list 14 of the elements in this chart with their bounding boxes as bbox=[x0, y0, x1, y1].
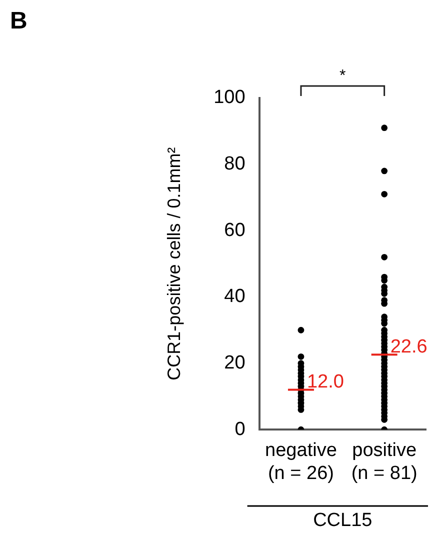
y-tick-label: 60 bbox=[224, 220, 246, 241]
y-tick-label: 20 bbox=[224, 352, 246, 374]
y-tick-label: 100 bbox=[214, 87, 246, 108]
y-tick-label: 0 bbox=[234, 418, 246, 440]
x-axis-title: CCL15 bbox=[313, 510, 372, 531]
text: B bbox=[10, 8, 28, 35]
x-tick-label: negative (n = 26) bbox=[265, 440, 337, 484]
y-axis-title: CCR1-positive cells / 0.1mm² bbox=[164, 147, 184, 380]
annotation: 12.0 bbox=[306, 372, 344, 393]
annotation: 22.6 bbox=[390, 336, 428, 358]
x-tick-label: positive (n = 81) bbox=[351, 440, 418, 484]
text: * bbox=[340, 67, 346, 84]
y-tick-label: 40 bbox=[224, 286, 246, 308]
y-tick-label: 80 bbox=[224, 154, 246, 175]
